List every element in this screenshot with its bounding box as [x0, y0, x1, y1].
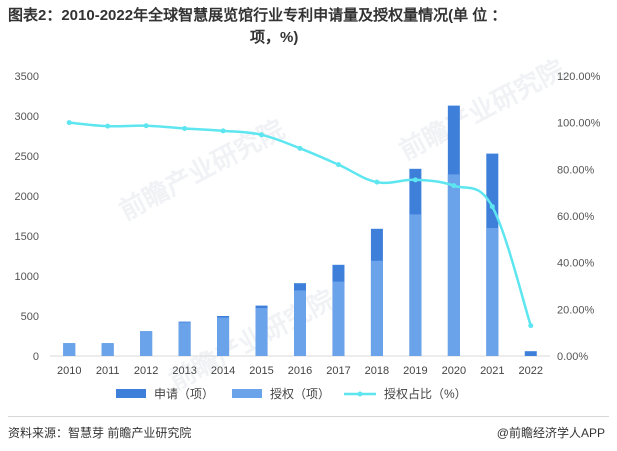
- brand-text: @前瞻经济学人APP: [496, 426, 605, 440]
- ratio-point-2010: [66, 120, 72, 126]
- right-tick-label: 60.00%: [557, 211, 595, 223]
- bar-grant-2020: [447, 174, 460, 356]
- footer-divider: [8, 416, 609, 417]
- bar-grant-2017: [332, 281, 345, 356]
- ratio-point-2014: [220, 128, 226, 134]
- x-tick-label: 2010: [57, 365, 81, 377]
- legend-label-1: 授权（项）: [270, 386, 330, 401]
- bar-grant-2013: [178, 322, 191, 356]
- bar-grant-2021: [486, 228, 499, 356]
- x-tick-label: 2017: [326, 365, 350, 377]
- ratio-point-2019: [412, 177, 418, 183]
- chart-title: 图表2：2010-2022年全球智慧展览馆行业专利申请量及授权量情况(单 位 ：…: [8, 5, 608, 49]
- left-tick-label: 1500: [15, 231, 39, 243]
- x-tick-label: 2021: [480, 365, 504, 377]
- bars: [63, 105, 537, 356]
- ratio-point-2018: [374, 179, 380, 185]
- x-tick-label: 2014: [211, 365, 235, 377]
- bar-grant-2011: [101, 343, 114, 356]
- chart: 0 500 1000 1500 2000 2500 3000 3500 0.00% 20.00%…: [15, 71, 601, 401]
- right-axis-ticks: 0.00% 20.00% 40.00% 60.00% 80.00% 100.00% 120.…: [557, 71, 601, 363]
- ratio-point-2022: [528, 323, 534, 329]
- ratio-point-2016: [297, 145, 303, 151]
- x-tick-label: 2018: [365, 365, 389, 377]
- chart-title-line2: 项，%): [250, 29, 299, 46]
- left-tick-label: 3000: [15, 111, 39, 123]
- legend-label-0: 申请（项）: [154, 387, 214, 401]
- left-tick-label: 0: [33, 351, 39, 363]
- bar-grant-2012: [140, 331, 153, 356]
- left-tick-label: 1000: [15, 271, 39, 283]
- bar-grant-2010: [63, 343, 76, 356]
- left-tick-label: 2000: [15, 191, 39, 203]
- x-tick-label: 2012: [134, 365, 158, 377]
- legend-label-2: 授权占比（%）: [384, 386, 467, 401]
- right-tick-label: 120.00%: [557, 71, 601, 83]
- left-tick-label: 2500: [15, 151, 39, 163]
- bar-grant-2018: [370, 260, 383, 356]
- x-tick-label: 2011: [96, 365, 120, 377]
- legend-swatch-1: [232, 389, 262, 398]
- bar-grant-2015: [255, 308, 268, 356]
- x-axis-labels: 2010 2011 2012 2013 2014 2015 2016 2017 2018 2019…: [57, 365, 543, 377]
- x-tick-label: 2020: [442, 365, 466, 377]
- x-tick-label: 2013: [172, 365, 196, 377]
- right-tick-label: 20.00%: [557, 304, 595, 316]
- chart-title-line1: 图表2：2010-2022年全球智慧展览馆行业专利申请量及授权量情况(单 位 ：: [8, 7, 507, 24]
- x-tick-label: 2015: [249, 365, 273, 377]
- x-tick-label: 2016: [288, 365, 312, 377]
- left-tick-label: 3500: [15, 71, 39, 83]
- right-tick-label: 80.00%: [557, 164, 595, 176]
- ratio-point-2011: [105, 123, 111, 129]
- bar-apply-2022: [524, 351, 537, 356]
- source-text: 资料来源：智慧芽 前瞻产业研究院: [8, 426, 192, 440]
- bar-grant-2019: [409, 214, 422, 356]
- left-axis-ticks: 0 500 1000 1500 2000 2500 3000 3500: [15, 71, 39, 363]
- ratio-point-2013: [182, 126, 188, 131]
- legend-swatch-0: [116, 389, 146, 398]
- bar-grant-2016: [294, 290, 306, 356]
- bar-grant-2014: [217, 317, 230, 356]
- right-tick-label: 100.00%: [557, 118, 601, 130]
- ratio-point-2012: [143, 123, 149, 129]
- ratio-point-2017: [335, 162, 341, 168]
- right-tick-label: 40.00%: [557, 258, 595, 270]
- left-tick-label: 500: [21, 311, 39, 323]
- ratio-point-2021: [489, 204, 495, 210]
- legend-swatch-dot: [357, 391, 363, 397]
- ratio-point-2020: [451, 183, 457, 189]
- ratio-line: [66, 120, 534, 329]
- legend: 申请（项） 授权（项） 授权占比（%）: [116, 386, 467, 401]
- x-tick-label: 2019: [403, 365, 427, 377]
- x-tick-label: 2022: [519, 365, 543, 377]
- right-tick-label: 0.00%: [557, 351, 588, 363]
- ratio-point-2015: [259, 132, 265, 138]
